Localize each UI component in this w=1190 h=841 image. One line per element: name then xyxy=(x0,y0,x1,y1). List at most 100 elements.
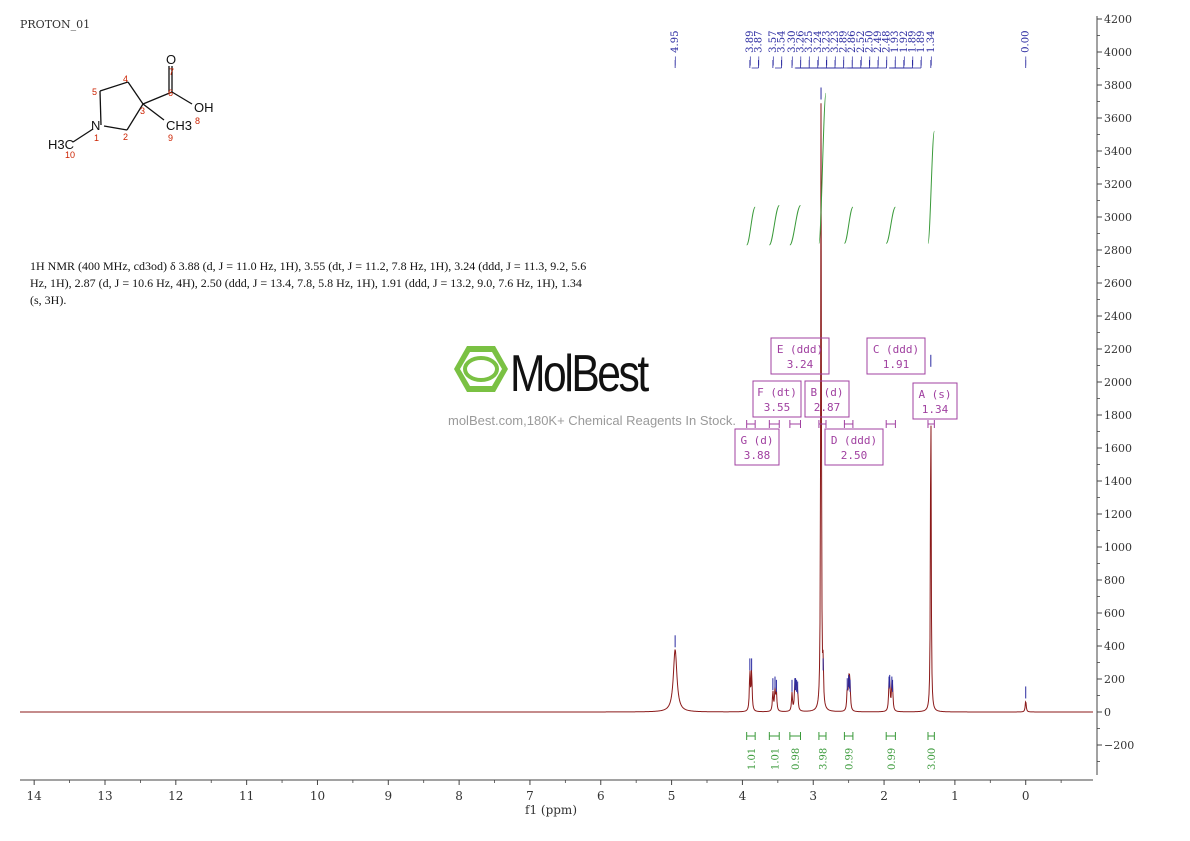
x-tick-label: 4 xyxy=(739,789,747,803)
peak-label: — 2.50 xyxy=(864,31,875,66)
peak-label-leader xyxy=(774,60,782,69)
multiplet-shift: 3.88 xyxy=(744,449,771,462)
multiplet-shift: 2.87 xyxy=(814,401,841,414)
nmr-description: 1H NMR (400 MHz, cd3od) δ 3.88 (d, J = 1… xyxy=(30,259,587,307)
multiplet-box: D (ddd) 2.50 xyxy=(824,428,884,466)
peak-label-group: — 3.89 xyxy=(745,31,756,68)
peak-label: — 2.49 xyxy=(873,31,884,66)
multiplet-label: C (ddd) xyxy=(873,343,919,356)
peak-label-group: — 1.89 xyxy=(892,31,927,69)
y-tick-label: 600 xyxy=(1104,607,1125,620)
y-tick-label: 200 xyxy=(1104,673,1125,686)
y-tick-label: −200 xyxy=(1104,739,1134,752)
peak-label-leader xyxy=(892,60,922,69)
multiplet-range xyxy=(789,420,801,428)
x-tick-label: 8 xyxy=(455,789,463,803)
peak-label-group: — 3.54 xyxy=(774,31,787,69)
multiplet-range xyxy=(885,420,896,428)
peak-label-group: — 3.87 xyxy=(751,31,764,69)
peak-label: — 3.89 xyxy=(745,31,756,66)
peak-label: — 2.86 xyxy=(847,31,858,66)
y-tick-label: 1800 xyxy=(1104,409,1132,422)
x-tick-label: 12 xyxy=(168,789,183,803)
peak-label: — 3.30 xyxy=(787,31,798,66)
integral-bracket xyxy=(746,732,756,740)
x-tick-label: 5 xyxy=(668,789,676,803)
x-tick-label: 11 xyxy=(239,789,254,803)
peak-label: — 0.00 xyxy=(1021,31,1032,66)
peak-label-group: — 4.95 xyxy=(670,31,681,68)
multiplet-label: E (ddd) xyxy=(777,343,823,356)
atom-number-4: 4 xyxy=(123,74,128,84)
multiplet-label: D (ddd) xyxy=(831,434,877,447)
multiplet-box: B (d) 2.87 xyxy=(804,380,850,418)
integral-curve xyxy=(789,204,801,246)
multiplet-range xyxy=(768,420,780,428)
integral-value: 1.01 xyxy=(747,748,758,770)
atom-number-2: 2 xyxy=(123,132,128,142)
peak-label: — 2.89 xyxy=(839,31,850,66)
y-tick-label: 1200 xyxy=(1104,508,1132,521)
multiplet-shift: 3.55 xyxy=(764,401,791,414)
multiplet-box: C (ddd) 1.91 xyxy=(866,337,926,375)
peak-label: — 3.23 xyxy=(830,31,841,66)
peak-label-group: — 2.48 xyxy=(850,31,893,69)
atom-number-9: 9 xyxy=(168,133,173,143)
atom-number-3: 3 xyxy=(140,106,145,116)
y-tick-label: 1000 xyxy=(1104,541,1132,554)
multiplet-box-border xyxy=(824,428,884,466)
atom-h3c: H3C xyxy=(48,137,74,152)
peak-label: — 3.57 xyxy=(768,31,779,66)
peak-label-group: — 3.57 xyxy=(768,31,779,68)
multiplet-range xyxy=(843,420,854,428)
integral-curve xyxy=(746,206,756,246)
atom-number-6: 6 xyxy=(168,88,173,98)
atom-o: O xyxy=(166,52,176,67)
x-tick-label: 0 xyxy=(1022,789,1030,803)
peak-label: — 4.95 xyxy=(670,31,681,66)
integral-curve xyxy=(927,130,935,244)
integral-bracket xyxy=(843,732,854,740)
peak-label-group: — 1.34 xyxy=(926,31,937,68)
multiplet-range xyxy=(927,420,935,428)
peak-label: — 3.26 xyxy=(796,31,807,66)
watermark-brand: MolBest xyxy=(510,345,649,403)
molbest-logo-icon xyxy=(454,346,508,392)
peak-label: — 1.89 xyxy=(907,31,918,66)
peak-label: — 1.34 xyxy=(926,31,937,66)
multiplet-box: G (d) 3.88 xyxy=(734,428,780,466)
x-tick-label: 14 xyxy=(27,789,43,803)
atom-number-10: 10 xyxy=(65,150,75,160)
y-tick-label: 3800 xyxy=(1104,79,1132,92)
integral-curve xyxy=(768,204,780,246)
atom-number-1: 1 xyxy=(94,133,99,143)
x-tick-label: 3 xyxy=(809,789,817,803)
integral-curve xyxy=(885,206,896,244)
y-tick-label: 1600 xyxy=(1104,442,1132,455)
x-tick-label: 7 xyxy=(526,789,534,803)
integral-value: 0.99 xyxy=(887,748,898,770)
y-tick-label: 3400 xyxy=(1104,145,1132,158)
y-tick-label: 0 xyxy=(1104,706,1111,719)
y-tick-label: 3000 xyxy=(1104,211,1132,224)
peak-label-group: — 3.30 xyxy=(787,31,798,68)
multiplet-shift: 3.24 xyxy=(787,358,814,371)
y-tick-label: 2000 xyxy=(1104,376,1132,389)
multiplet-box-border xyxy=(866,337,926,375)
y-tick-label: 3600 xyxy=(1104,112,1132,125)
integral-bracket xyxy=(927,732,935,740)
multiplet-box-border xyxy=(912,382,958,420)
multiplet-label: G (d) xyxy=(740,434,773,447)
integral-curve xyxy=(843,206,854,244)
peak-label: — 2.48 xyxy=(882,31,893,66)
multiplet-range xyxy=(818,420,827,428)
peak-label: — 1.93 xyxy=(890,31,901,66)
integral-value: 0.98 xyxy=(791,748,802,770)
atom-oh: OH xyxy=(194,100,214,115)
peak-label: — 3.54 xyxy=(776,31,787,66)
peak-label-leader xyxy=(850,60,887,69)
spectrum-title: PROTON_01 xyxy=(20,18,91,31)
x-tick-label: 9 xyxy=(384,789,392,803)
atom-n: N xyxy=(91,118,100,133)
